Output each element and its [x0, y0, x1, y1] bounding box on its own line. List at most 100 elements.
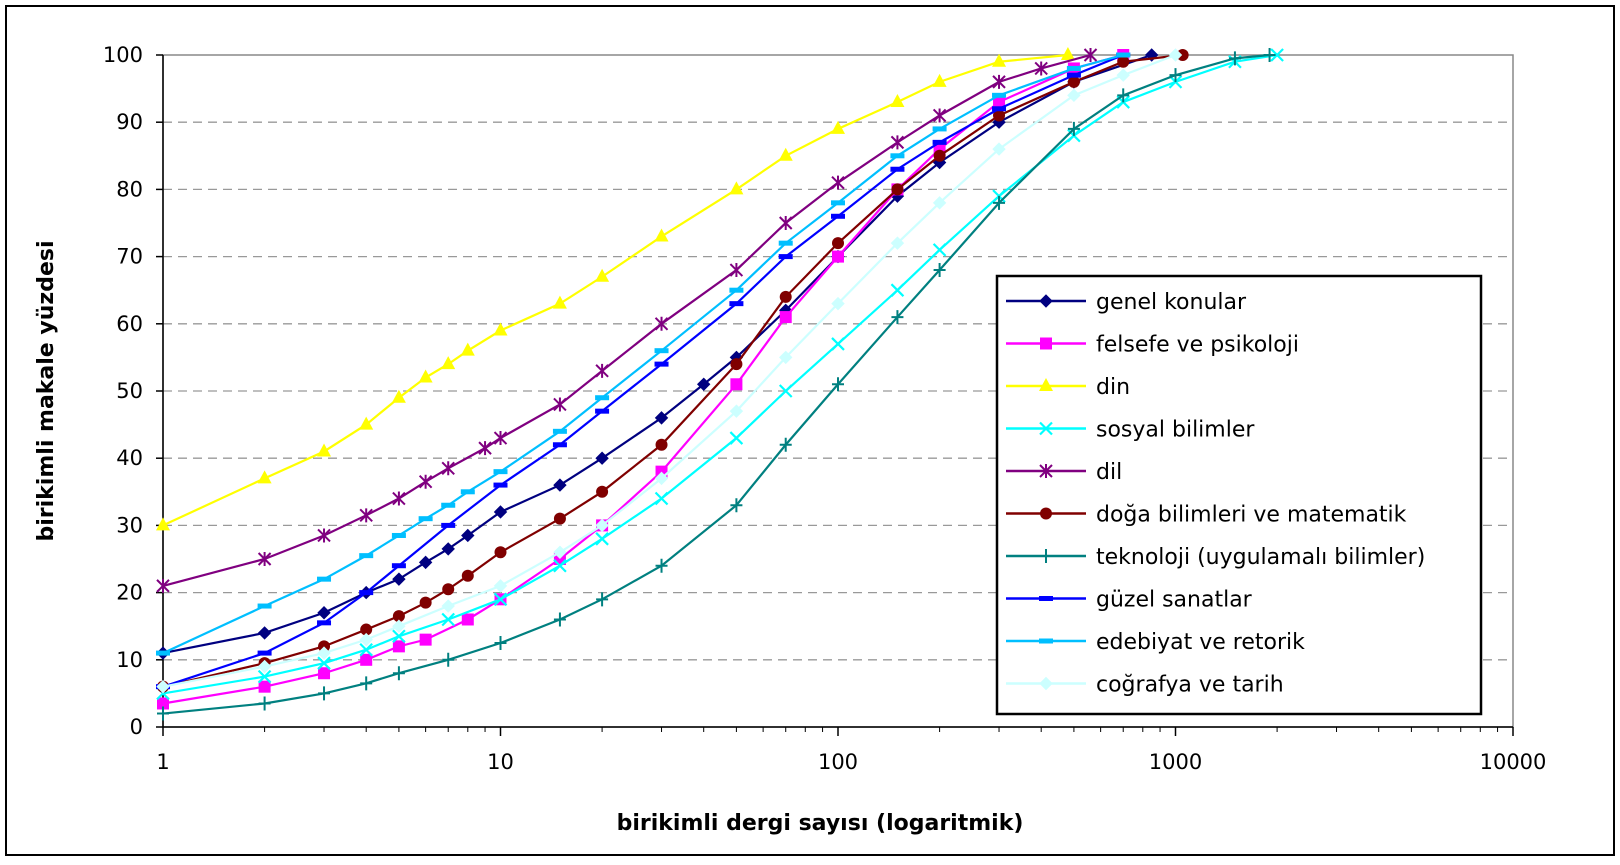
series-point — [595, 451, 609, 465]
y-tick-label: 0 — [130, 715, 143, 739]
series-point — [595, 268, 610, 282]
legend-entry: edebiyat ve retorik — [1006, 630, 1305, 655]
series-point — [441, 542, 455, 556]
x-tick-label: 1 — [156, 750, 169, 774]
series-point — [359, 590, 374, 596]
series-point — [890, 283, 905, 297]
series-point — [257, 669, 272, 684]
series-point — [359, 508, 373, 523]
series-point — [553, 397, 567, 412]
series-point — [418, 369, 433, 383]
series-point — [156, 578, 170, 593]
series-point — [493, 505, 508, 519]
series-point — [1168, 48, 1183, 62]
series-point — [392, 640, 405, 653]
series-point — [1169, 68, 1182, 83]
series-point — [317, 443, 332, 457]
series-point — [493, 579, 508, 593]
series-point — [779, 437, 792, 452]
series-8 — [156, 52, 1131, 690]
y-tick-label: 20 — [116, 581, 143, 605]
series-point — [461, 569, 474, 582]
series-point — [654, 228, 669, 242]
legend-label: felsefe ve psikoloji — [1096, 333, 1299, 358]
series-point — [729, 404, 744, 418]
series-point — [460, 489, 475, 495]
series-point — [831, 337, 845, 351]
legend-label: güzel sanatlar — [1096, 588, 1253, 613]
series-point — [778, 147, 793, 161]
series-point — [595, 395, 610, 401]
series-point — [778, 240, 793, 246]
series-point — [779, 350, 793, 365]
legend-marker — [1039, 421, 1053, 436]
series-point — [1060, 47, 1075, 60]
series-point — [654, 471, 669, 486]
series-point — [992, 92, 1007, 98]
y-tick-label: 30 — [116, 513, 143, 537]
series-point — [992, 142, 1006, 156]
series-point — [318, 667, 331, 680]
series-point — [317, 656, 331, 670]
series-point — [595, 363, 609, 378]
series-point — [493, 322, 508, 336]
series-point — [156, 650, 170, 656]
series-point — [392, 610, 405, 623]
series-point — [257, 626, 272, 640]
series-point — [654, 316, 669, 331]
series-point — [1116, 52, 1131, 58]
legend-entry: coğrafya ve tarih — [1006, 673, 1284, 698]
series-point — [696, 377, 711, 391]
series-point — [317, 606, 331, 620]
series-point — [932, 243, 947, 257]
series-point — [391, 389, 406, 403]
series-point — [391, 532, 406, 538]
series-point — [460, 342, 475, 356]
legend-marker — [1039, 378, 1053, 391]
series-point — [392, 629, 406, 644]
series-point — [360, 623, 373, 636]
series-point — [257, 552, 272, 566]
legend-label: din — [1096, 375, 1130, 400]
series-point — [441, 502, 456, 508]
series-point — [993, 109, 1006, 122]
series-point — [993, 195, 1006, 210]
legend-label: coğrafya ve tarih — [1096, 673, 1284, 698]
series-point — [890, 94, 905, 108]
series-point — [595, 408, 610, 414]
series-point — [655, 558, 668, 573]
series-point — [317, 620, 332, 626]
series-point — [318, 640, 331, 653]
y-tick-label: 60 — [116, 312, 143, 336]
series-point — [493, 469, 508, 475]
series-point — [553, 612, 566, 627]
series-point — [779, 290, 792, 303]
series-point — [156, 679, 170, 694]
series-point — [553, 558, 567, 573]
series-point — [596, 485, 609, 498]
series-point — [257, 470, 272, 484]
series-point — [1067, 75, 1080, 88]
series-point — [779, 311, 792, 324]
series-point — [442, 652, 455, 667]
legend-label: dil — [1096, 460, 1122, 485]
series-point — [494, 636, 507, 650]
series-point — [729, 431, 744, 445]
series-point — [654, 361, 669, 367]
series-point — [157, 697, 169, 710]
y-tick-label: 50 — [116, 379, 143, 403]
series-point — [654, 491, 669, 506]
series-point — [441, 599, 455, 613]
series-point — [552, 295, 567, 309]
series-layer — [156, 47, 1284, 721]
legend-label: edebiyat ve retorik — [1096, 630, 1305, 655]
series-point — [359, 632, 373, 647]
series-point — [891, 310, 904, 325]
series-point — [418, 474, 433, 489]
legend-entry: teknoloji (uygulamalı bilimler) — [1006, 545, 1425, 570]
series-point — [359, 416, 374, 430]
series-point — [461, 613, 474, 626]
series-point — [890, 135, 905, 150]
